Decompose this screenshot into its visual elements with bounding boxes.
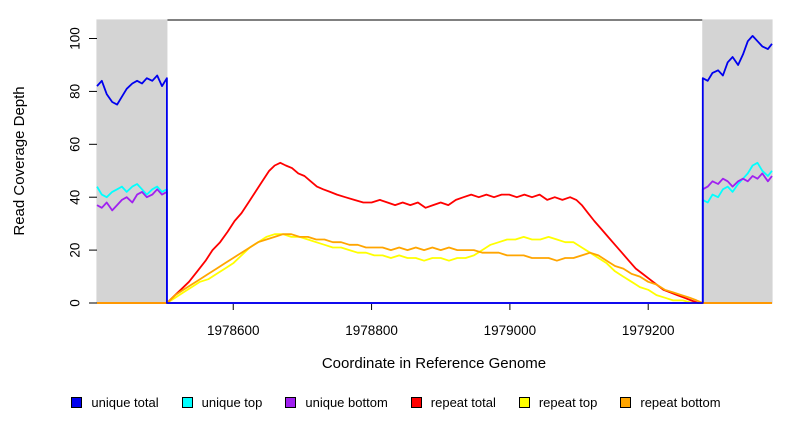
y-axis-title: Read Coverage Depth bbox=[11, 86, 28, 235]
y-tick-label: 0 bbox=[68, 299, 83, 307]
series-unique-total bbox=[96, 35, 773, 304]
legend-item-unique-top: unique top bbox=[181, 395, 263, 410]
x-tick-label: 1978600 bbox=[207, 323, 260, 338]
legend-swatch-icon bbox=[285, 397, 297, 408]
x-axis-title: Coordinate in Reference Genome bbox=[322, 355, 546, 372]
series-repeat-bottom bbox=[97, 233, 772, 304]
unique-flank-right bbox=[702, 19, 773, 304]
legend-label: repeat total bbox=[430, 395, 496, 410]
legend-swatch-icon bbox=[518, 397, 530, 408]
legend-item-unique-bottom: unique bottom bbox=[285, 395, 388, 410]
x-tick-label: 1979200 bbox=[622, 323, 675, 338]
legend-item-unique-total: unique total bbox=[71, 395, 159, 410]
legend-label: unique total bbox=[91, 395, 159, 410]
legend-swatch-icon bbox=[620, 397, 632, 408]
legend-swatch-icon bbox=[181, 397, 193, 408]
y-tick-label: 80 bbox=[68, 84, 83, 99]
legend-label: unique bottom bbox=[305, 395, 388, 410]
chart-canvas: Read Coverage Depth Coordinate in Refere… bbox=[11, 19, 773, 372]
legend: unique total unique top unique bottom repea… bbox=[0, 395, 792, 410]
y-tick-label: 60 bbox=[68, 137, 83, 152]
x-tick-label: 1979000 bbox=[484, 323, 537, 338]
legend-label: unique top bbox=[201, 395, 263, 410]
x-tick-label: 1978800 bbox=[345, 323, 398, 338]
y-tick-label: 20 bbox=[68, 243, 83, 258]
legend-swatch-icon bbox=[71, 397, 83, 408]
legend-label: repeat bottom bbox=[640, 395, 721, 410]
legend-item-repeat-total: repeat total bbox=[410, 395, 496, 410]
plot-box bbox=[96, 19, 773, 304]
legend-swatch-icon bbox=[410, 397, 422, 408]
unique-flank-left bbox=[96, 19, 168, 304]
series-repeat-total bbox=[97, 161, 772, 304]
legend-item-repeat-top: repeat top bbox=[518, 395, 598, 410]
legend-label: repeat top bbox=[538, 395, 598, 410]
y-tick-label: 40 bbox=[68, 190, 83, 205]
legend-item-repeat-bottom: repeat bottom bbox=[620, 395, 721, 410]
y-tick-label: 100 bbox=[68, 27, 83, 50]
